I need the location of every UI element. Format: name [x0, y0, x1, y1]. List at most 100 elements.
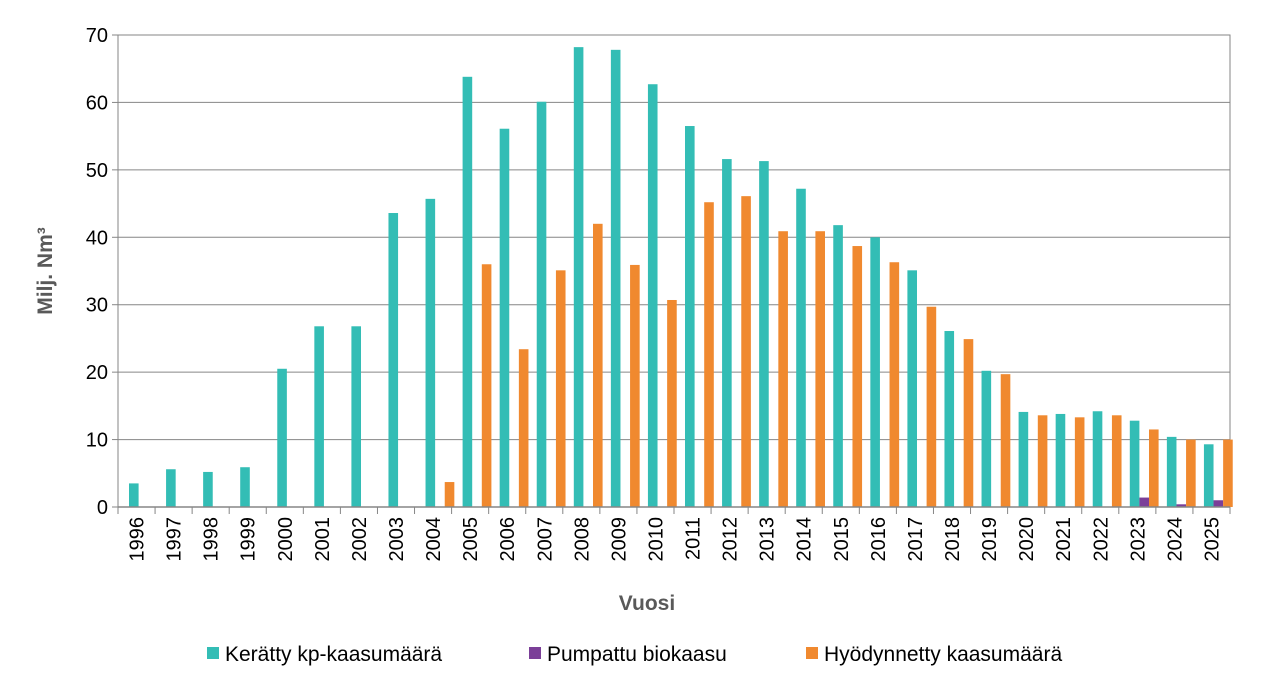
x-tick-label: 2014	[794, 517, 816, 562]
legend-swatch	[207, 647, 219, 659]
x-tick-label: 1996	[127, 517, 149, 562]
x-tick-label: 2024	[1164, 517, 1186, 562]
bar-ker-tty-kp-kaasum-r--2015	[833, 225, 843, 508]
bar-pumpattu-biokaasu-2025	[1213, 500, 1224, 507]
bar-hy-dynnetty-kaasum-r--2005	[481, 264, 492, 507]
bar-hy-dynnetty-kaasum-r--2011	[704, 202, 714, 508]
bar-ker-tty-kp-kaasum-r--2003	[388, 213, 399, 508]
bar-hy-dynnetty-kaasum-r--2020	[1037, 415, 1048, 507]
bar-ker-tty-kp-kaasum-r--2006	[499, 128, 510, 507]
bar-ker-tty-kp-kaasum-r--2024	[1166, 436, 1177, 507]
bar-hy-dynnetty-kaasum-r--2009	[630, 264, 640, 507]
x-tick-label: 2008	[571, 517, 593, 562]
bar-hy-dynnetty-kaasum-r--2012	[741, 196, 751, 507]
x-tick-label: 2021	[1053, 517, 1075, 562]
bar-ker-tty-kp-kaasum-r--2010	[647, 84, 658, 508]
bar-ker-tty-kp-kaasum-r--2011	[685, 126, 695, 508]
bar-ker-tty-kp-kaasum-r--2004	[425, 198, 436, 507]
x-tick-label: 2013	[757, 517, 779, 562]
bar-ker-tty-kp-kaasum-r--2022	[1092, 411, 1103, 507]
bar-hy-dynnetty-kaasum-r--2017	[926, 306, 937, 507]
bar-ker-tty-kp-kaasum-r--1996	[129, 483, 139, 507]
bar-hy-dynnetty-kaasum-r--2021	[1074, 417, 1085, 507]
x-tick-label: 2006	[497, 517, 519, 562]
x-tick-label: 1997	[164, 517, 186, 562]
bar-hy-dynnetty-kaasum-r--2022	[1111, 415, 1122, 507]
x-tick-label: 2012	[720, 517, 742, 562]
bar-ker-tty-kp-kaasum-r--2019	[981, 370, 992, 507]
bar-hy-dynnetty-kaasum-r--2018	[963, 339, 974, 507]
legend-label: Pumpattu biokaasu	[547, 643, 727, 666]
x-tick-label: 2000	[275, 517, 297, 562]
bar-ker-tty-kp-kaasum-r--2001	[314, 326, 324, 507]
x-tick-label: 2025	[1201, 517, 1223, 562]
y-tick-label: 70	[86, 25, 108, 47]
x-tick-label: 2018	[942, 517, 964, 562]
x-tick-label: 2007	[534, 517, 556, 562]
x-tick-label: 1998	[201, 517, 223, 562]
bar-ker-tty-kp-kaasum-r--2021	[1055, 413, 1066, 507]
y-axis-label: Milj. Nm³	[34, 227, 57, 315]
x-tick-label: 2005	[460, 517, 482, 562]
bar-pumpattu-biokaasu-2024	[1176, 504, 1187, 507]
x-tick-label: 2009	[608, 517, 630, 562]
x-tick-label: 2001	[312, 517, 334, 562]
bar-ker-tty-kp-kaasum-r--2002	[351, 326, 361, 507]
bar-hy-dynnetty-kaasum-r--2025	[1223, 439, 1233, 507]
bar-ker-tty-kp-kaasum-r--2007	[536, 101, 547, 508]
bar-ker-tty-kp-kaasum-r--1999	[240, 467, 250, 507]
bar-hy-dynnetty-kaasum-r--2013	[778, 231, 788, 507]
bar-ker-tty-kp-kaasum-r--2008	[573, 47, 584, 507]
bar-ker-tty-kp-kaasum-r--2012	[722, 159, 732, 507]
x-tick-label: 2023	[1127, 517, 1149, 562]
bar-ker-tty-kp-kaasum-r--2018	[944, 331, 955, 507]
x-tick-label: 2002	[349, 517, 371, 562]
bar-ker-tty-kp-kaasum-r--1997	[166, 469, 176, 507]
bar-hy-dynnetty-kaasum-r--2023	[1149, 429, 1159, 507]
bar-ker-tty-kp-kaasum-r--2023	[1129, 420, 1140, 507]
bar-hy-dynnetty-kaasum-r--2008	[593, 223, 603, 508]
bar-ker-tty-kp-kaasum-r--2016	[870, 237, 880, 508]
y-tick-label: 0	[97, 497, 108, 519]
bar-ker-tty-kp-kaasum-r--2020	[1018, 411, 1029, 507]
bar-ker-tty-kp-kaasum-r--2000	[277, 368, 287, 507]
bar-ker-tty-kp-kaasum-r--2005	[462, 76, 473, 507]
bar-ker-tty-kp-kaasum-r--2014	[796, 188, 806, 508]
y-tick-label: 10	[86, 430, 108, 452]
bar-ker-tty-kp-kaasum-r--2013	[759, 161, 769, 507]
bar-hy-dynnetty-kaasum-r--2014	[815, 231, 825, 507]
bar-hy-dynnetty-kaasum-r--2024	[1186, 439, 1196, 507]
legend-label: Kerätty kp-kaasumäärä	[225, 643, 442, 666]
x-tick-label: 2022	[1090, 517, 1112, 562]
x-axis-label: Vuosi	[619, 592, 675, 615]
bar-hy-dynnetty-kaasum-r--2007	[555, 270, 566, 507]
x-tick-label: 2019	[979, 517, 1001, 562]
x-tick-label: 2011	[683, 517, 705, 560]
x-tick-label: 2015	[831, 517, 853, 562]
x-tick-label: 2017	[905, 517, 927, 562]
y-tick-label: 50	[86, 160, 108, 182]
bar-ker-tty-kp-kaasum-r--2025	[1203, 444, 1214, 507]
bar-pumpattu-biokaasu-2023	[1139, 497, 1149, 507]
x-tick-label: 1999	[238, 517, 260, 562]
legend-swatch	[806, 647, 818, 659]
y-tick-label: 30	[86, 295, 108, 317]
bar-hy-dynnetty-kaasum-r--2019	[1000, 374, 1011, 507]
y-tick-label: 60	[86, 92, 108, 114]
bar-ker-tty-kp-kaasum-r--2009	[610, 49, 621, 507]
x-tick-label: 2010	[645, 517, 667, 562]
bar-hy-dynnetty-kaasum-r--2004	[444, 482, 455, 507]
x-tick-label: 2003	[386, 517, 408, 562]
bar-ker-tty-kp-kaasum-r--2017	[907, 270, 917, 507]
legend-swatch	[529, 647, 541, 659]
x-tick-label: 2016	[868, 517, 890, 562]
bar-hy-dynnetty-kaasum-r--2006	[518, 349, 529, 507]
x-tick-label: 2004	[423, 517, 445, 562]
bar-ker-tty-kp-kaasum-r--1998	[203, 471, 213, 507]
x-tick-label: 2020	[1016, 517, 1038, 562]
bar-hy-dynnetty-kaasum-r--2015	[852, 246, 863, 507]
bar-hy-dynnetty-kaasum-r--2016	[889, 262, 900, 507]
y-tick-label: 40	[86, 227, 108, 249]
